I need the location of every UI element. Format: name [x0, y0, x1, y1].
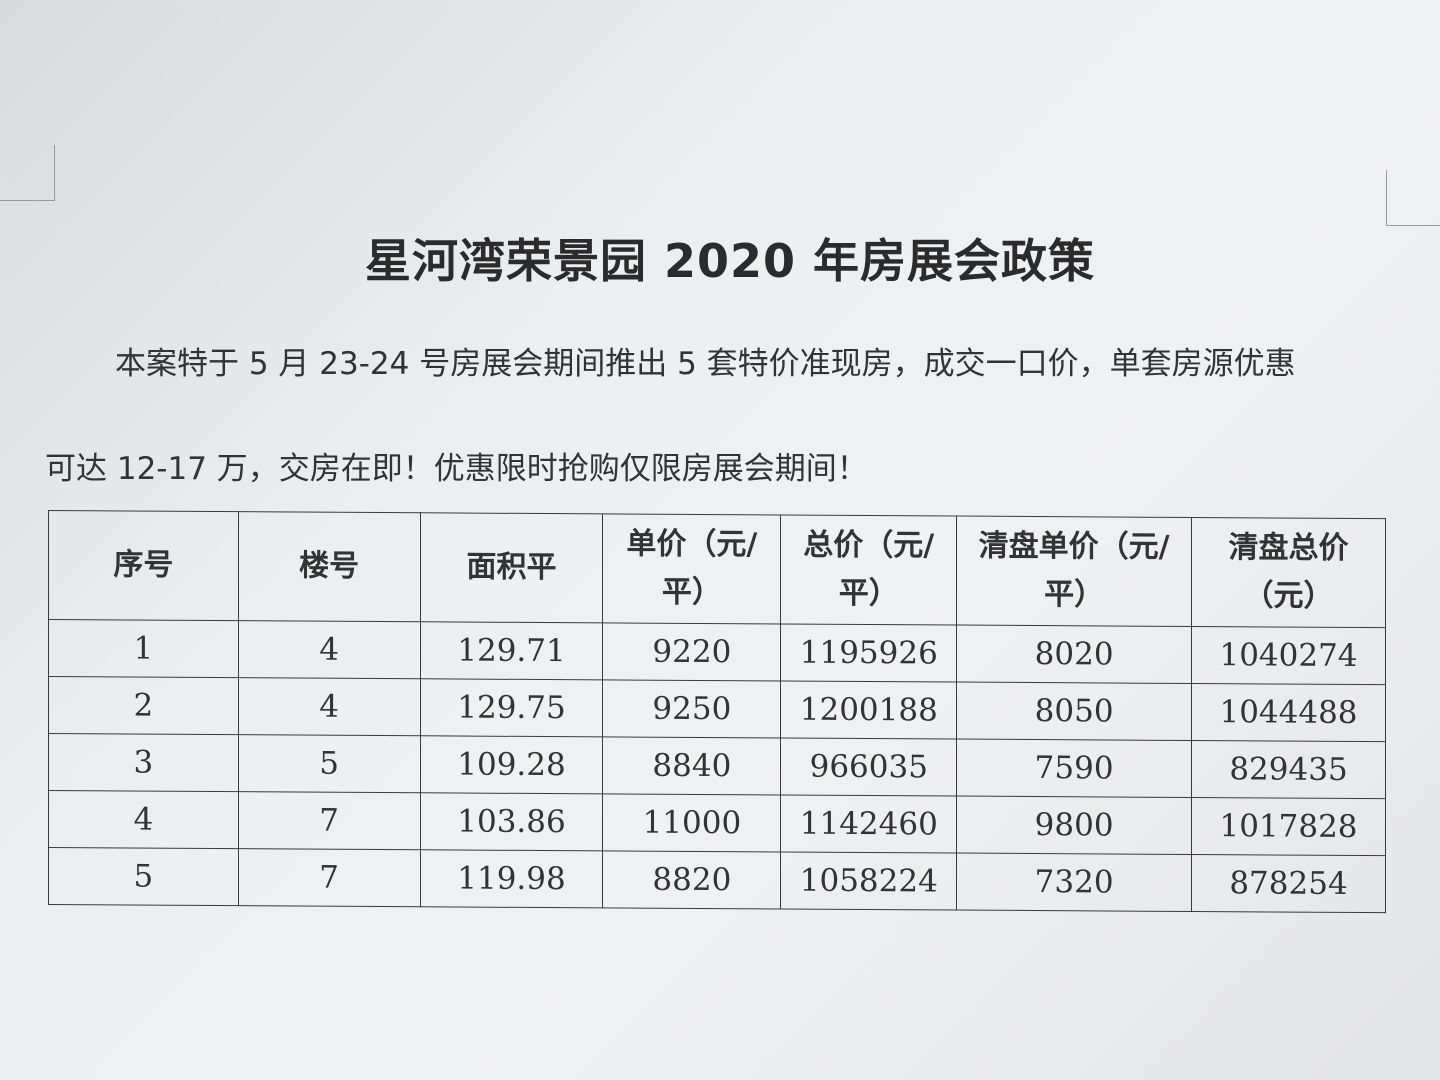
table-cell: 9220	[602, 622, 781, 681]
table-cell: 119.98	[420, 849, 603, 908]
table-cell: 4	[238, 620, 421, 679]
table-cell: 1044488	[1191, 683, 1386, 742]
page-corner-mark	[1386, 170, 1440, 226]
table-row: 1 4 129.71 9220 1195926 8020 1040274	[48, 619, 1386, 685]
table-cell: 829435	[1191, 740, 1386, 799]
column-header-text: 单价（元/	[626, 526, 758, 563]
table-cell: 129.75	[420, 678, 603, 737]
column-header: 面积平	[420, 512, 603, 623]
column-header-text: 面积平	[466, 549, 557, 586]
document-title: 星河湾荣景园 2020 年房展会政策	[364, 234, 1096, 288]
table-row: 5 7 119.98 8820 1058224 7320 878254	[48, 847, 1386, 913]
table-cell: 1200188	[780, 680, 957, 740]
table-cell: 7	[238, 848, 421, 907]
table-cell: 8840	[602, 736, 781, 795]
column-header-text: 平）	[1044, 577, 1105, 613]
table-cell: 1058224	[780, 851, 957, 911]
table-cell: 4	[238, 677, 421, 736]
paragraph-line: 可达 12-17 万，交房在即！优惠限时抢购仅限房展会期间！	[45, 451, 868, 487]
column-header-text: 序号	[113, 547, 174, 583]
table-row: 2 4 129.75 9250 1200188 8050 1044488	[48, 676, 1386, 742]
column-header-text: （元）	[1243, 578, 1334, 614]
table-cell: 8020	[956, 625, 1192, 684]
table-cell: 9800	[956, 796, 1192, 855]
table-header-row: 序号 楼号 面积平 单价（元/平） 总价（元/平） 清盘单价（元/平） 清盘总价 （元）	[48, 510, 1386, 628]
table-cell: 103.86	[420, 792, 603, 851]
table-cell: 7	[238, 791, 421, 850]
table-cell: 5	[48, 847, 239, 906]
table-cell: 109.28	[420, 735, 603, 794]
column-header: 清盘单价（元/平）	[956, 516, 1192, 627]
table-cell: 5	[238, 734, 421, 793]
table-cell: 1195926	[780, 623, 957, 683]
table-cell: 8050	[956, 682, 1192, 741]
table-cell: 9250	[602, 679, 781, 738]
column-header: 清盘总价 （元）	[1191, 517, 1386, 628]
column-header-text: 清盘总价	[1228, 530, 1349, 566]
column-header: 序号	[48, 510, 239, 621]
table-cell: 11000	[602, 793, 781, 852]
table-cell: 8820	[602, 850, 781, 909]
column-header: 楼号	[238, 511, 421, 622]
table-cell: 4	[48, 790, 239, 849]
table-cell: 7320	[956, 853, 1192, 912]
column-header-text: 平）	[661, 574, 722, 611]
table-cell: 1	[48, 619, 239, 678]
column-header-text: 楼号	[299, 548, 360, 584]
paragraph-line: 本案特于 5 月 23-24 号房展会期间推出 5 套特价准现房，成交一口价，单…	[115, 346, 1296, 382]
table-row: 3 5 109.28 8840 966035 7590 829435	[48, 733, 1386, 799]
page-corner-mark	[0, 145, 55, 201]
table-cell: 878254	[1191, 854, 1386, 913]
table-cell: 3	[48, 733, 239, 792]
table-cell: 2	[48, 676, 239, 735]
column-header-text: 清盘单价（元/	[978, 528, 1170, 565]
table-row: 4 7 103.86 11000 1142460 9800 1017828	[48, 790, 1386, 856]
table-cell: 1017828	[1191, 797, 1386, 856]
column-header-text: 总价（元/	[803, 527, 935, 564]
table-cell: 966035	[780, 737, 957, 797]
table-cell: 1142460	[780, 794, 957, 854]
table-cell: 129.71	[420, 621, 603, 680]
column-header: 单价（元/平）	[602, 513, 781, 624]
column-header: 总价（元/平）	[780, 514, 957, 626]
table-cell: 1040274	[1191, 626, 1386, 685]
table-cell: 7590	[956, 739, 1192, 798]
column-header-text: 平）	[838, 575, 899, 612]
